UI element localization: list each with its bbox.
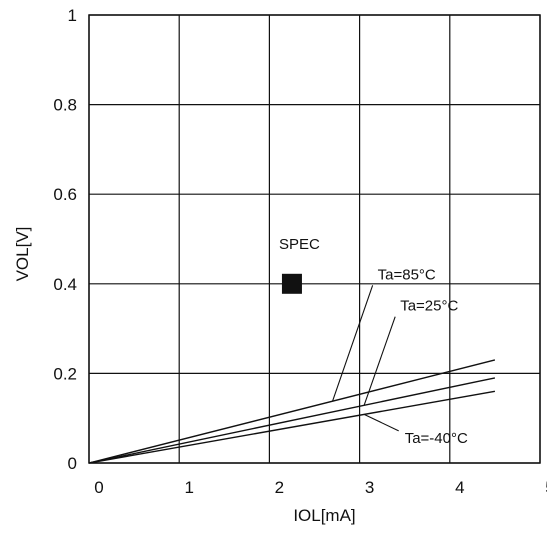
x-tick-label: 4 <box>455 478 464 497</box>
x-tick-label: 0 <box>94 478 103 497</box>
spec-label: SPEC <box>279 236 320 253</box>
y-tick-label: 0 <box>68 454 77 473</box>
y-tick-labels: 0 0.2 0.4 0.6 0.8 1 <box>53 6 77 473</box>
annotation-label: Ta=85°C <box>378 266 436 283</box>
annotation-label: Ta=-40°C <box>405 430 468 447</box>
y-tick-label: 0.4 <box>53 275 77 294</box>
x-tick-label: 3 <box>365 478 374 497</box>
annotation-leader-1 <box>363 316 396 406</box>
y-axis-label: VOL[V] <box>13 227 32 282</box>
series-line-0 <box>88 359 496 464</box>
annotation-leader-0 <box>332 285 374 402</box>
series-lines <box>88 359 496 464</box>
annotations: Ta=85°C Ta=25°C Ta=-40°C <box>332 266 468 447</box>
series-line-1 <box>88 377 496 464</box>
annotation-leader-2 <box>363 413 399 432</box>
plot-frame <box>88 14 541 464</box>
y-tick-label: 0.2 <box>53 364 77 383</box>
x-tick-labels: 0 1 2 3 4 5 <box>94 478 547 497</box>
y-tick-label: 0.6 <box>53 185 77 204</box>
y-tick-label: 1 <box>68 6 77 25</box>
annotation-label: Ta=25°C <box>400 298 458 315</box>
y-tick-label: 0.8 <box>53 96 77 115</box>
x-axis-label: IOL[mA] <box>293 506 355 525</box>
series-line-2 <box>88 390 496 464</box>
x-tick-label: 2 <box>275 478 284 497</box>
x-tick-label: 1 <box>184 478 193 497</box>
spec-marker <box>281 273 302 294</box>
x-tick-label: 5 <box>545 478 547 497</box>
